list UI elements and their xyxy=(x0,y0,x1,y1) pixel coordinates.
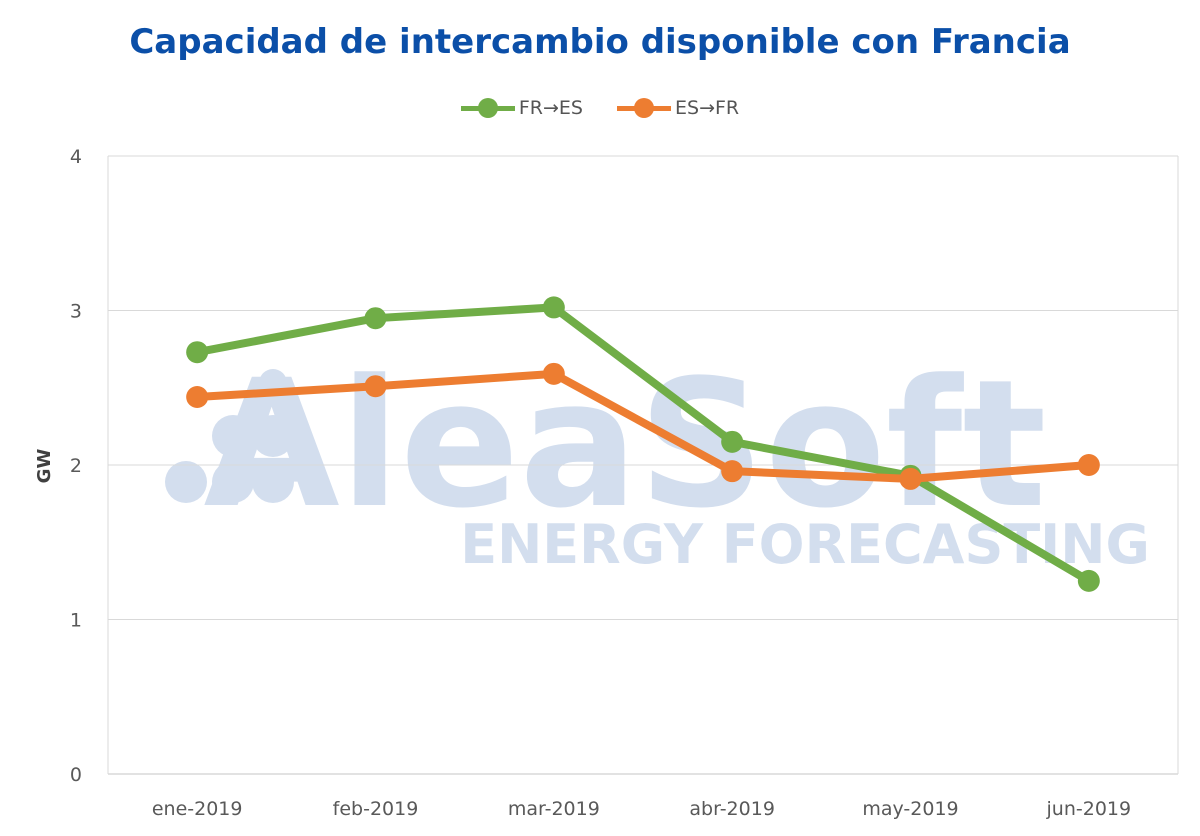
legend-item-es-fr: ES→FR xyxy=(617,96,739,120)
legend-swatch-es-fr xyxy=(617,96,671,120)
watermark-tagline: ENERGY FORECASTING xyxy=(460,513,1150,576)
data-point xyxy=(899,467,922,490)
watermark-dot xyxy=(165,461,207,503)
watermark-brand: AleaSoft xyxy=(203,342,1046,547)
data-point xyxy=(542,362,565,385)
y-tick-label: 0 xyxy=(70,764,82,786)
y-tick-label: 4 xyxy=(70,146,82,168)
data-point xyxy=(721,460,744,483)
x-tick-label: jun-2019 xyxy=(1046,798,1132,820)
data-point xyxy=(364,307,387,330)
data-point xyxy=(1077,569,1100,592)
legend-label-fr-es: FR→ES xyxy=(518,97,583,119)
watermark-logo-dots xyxy=(165,369,294,503)
y-axis-ticks: 0 1 2 3 4 xyxy=(70,146,82,786)
data-point xyxy=(1077,454,1100,476)
watermark-dot xyxy=(212,461,254,503)
series-line xyxy=(193,303,1093,585)
x-tick-label: ene-2019 xyxy=(152,798,243,820)
chart-title: Capacidad de intercambio disponible con … xyxy=(129,22,1071,62)
watermark: AleaSoft ENERGY FORECASTING xyxy=(165,342,1150,576)
legend-swatch-fr-es xyxy=(460,96,515,120)
series-line xyxy=(193,369,1093,483)
x-tick-label: mar-2019 xyxy=(508,798,600,820)
y-tick-label: 3 xyxy=(70,301,82,323)
legend-item-fr-es: FR→ES xyxy=(460,96,583,120)
data-point xyxy=(186,341,209,364)
series xyxy=(186,296,1100,592)
gridlines xyxy=(107,155,1179,775)
y-tick-label: 1 xyxy=(70,610,82,632)
x-tick-label: abr-2019 xyxy=(689,798,775,820)
data-point xyxy=(364,375,387,398)
data-point xyxy=(542,296,565,319)
legend-label-es-fr: ES→FR xyxy=(675,97,740,119)
data-point xyxy=(721,430,744,453)
legend: FR→ES ES→FR xyxy=(0,96,1200,120)
watermark-dot xyxy=(252,461,294,503)
x-axis-ticks: ene-2019 feb-2019 mar-2019 abr-2019 may-2019… xyxy=(152,798,1131,820)
y-axis-label: GW xyxy=(34,449,55,484)
watermark-dot xyxy=(252,415,294,457)
x-tick-label: feb-2019 xyxy=(333,798,419,820)
y-tick-label: 2 xyxy=(70,455,82,477)
watermark-dot xyxy=(212,415,254,457)
data-point xyxy=(186,386,209,409)
x-tick-label: may-2019 xyxy=(862,798,958,820)
